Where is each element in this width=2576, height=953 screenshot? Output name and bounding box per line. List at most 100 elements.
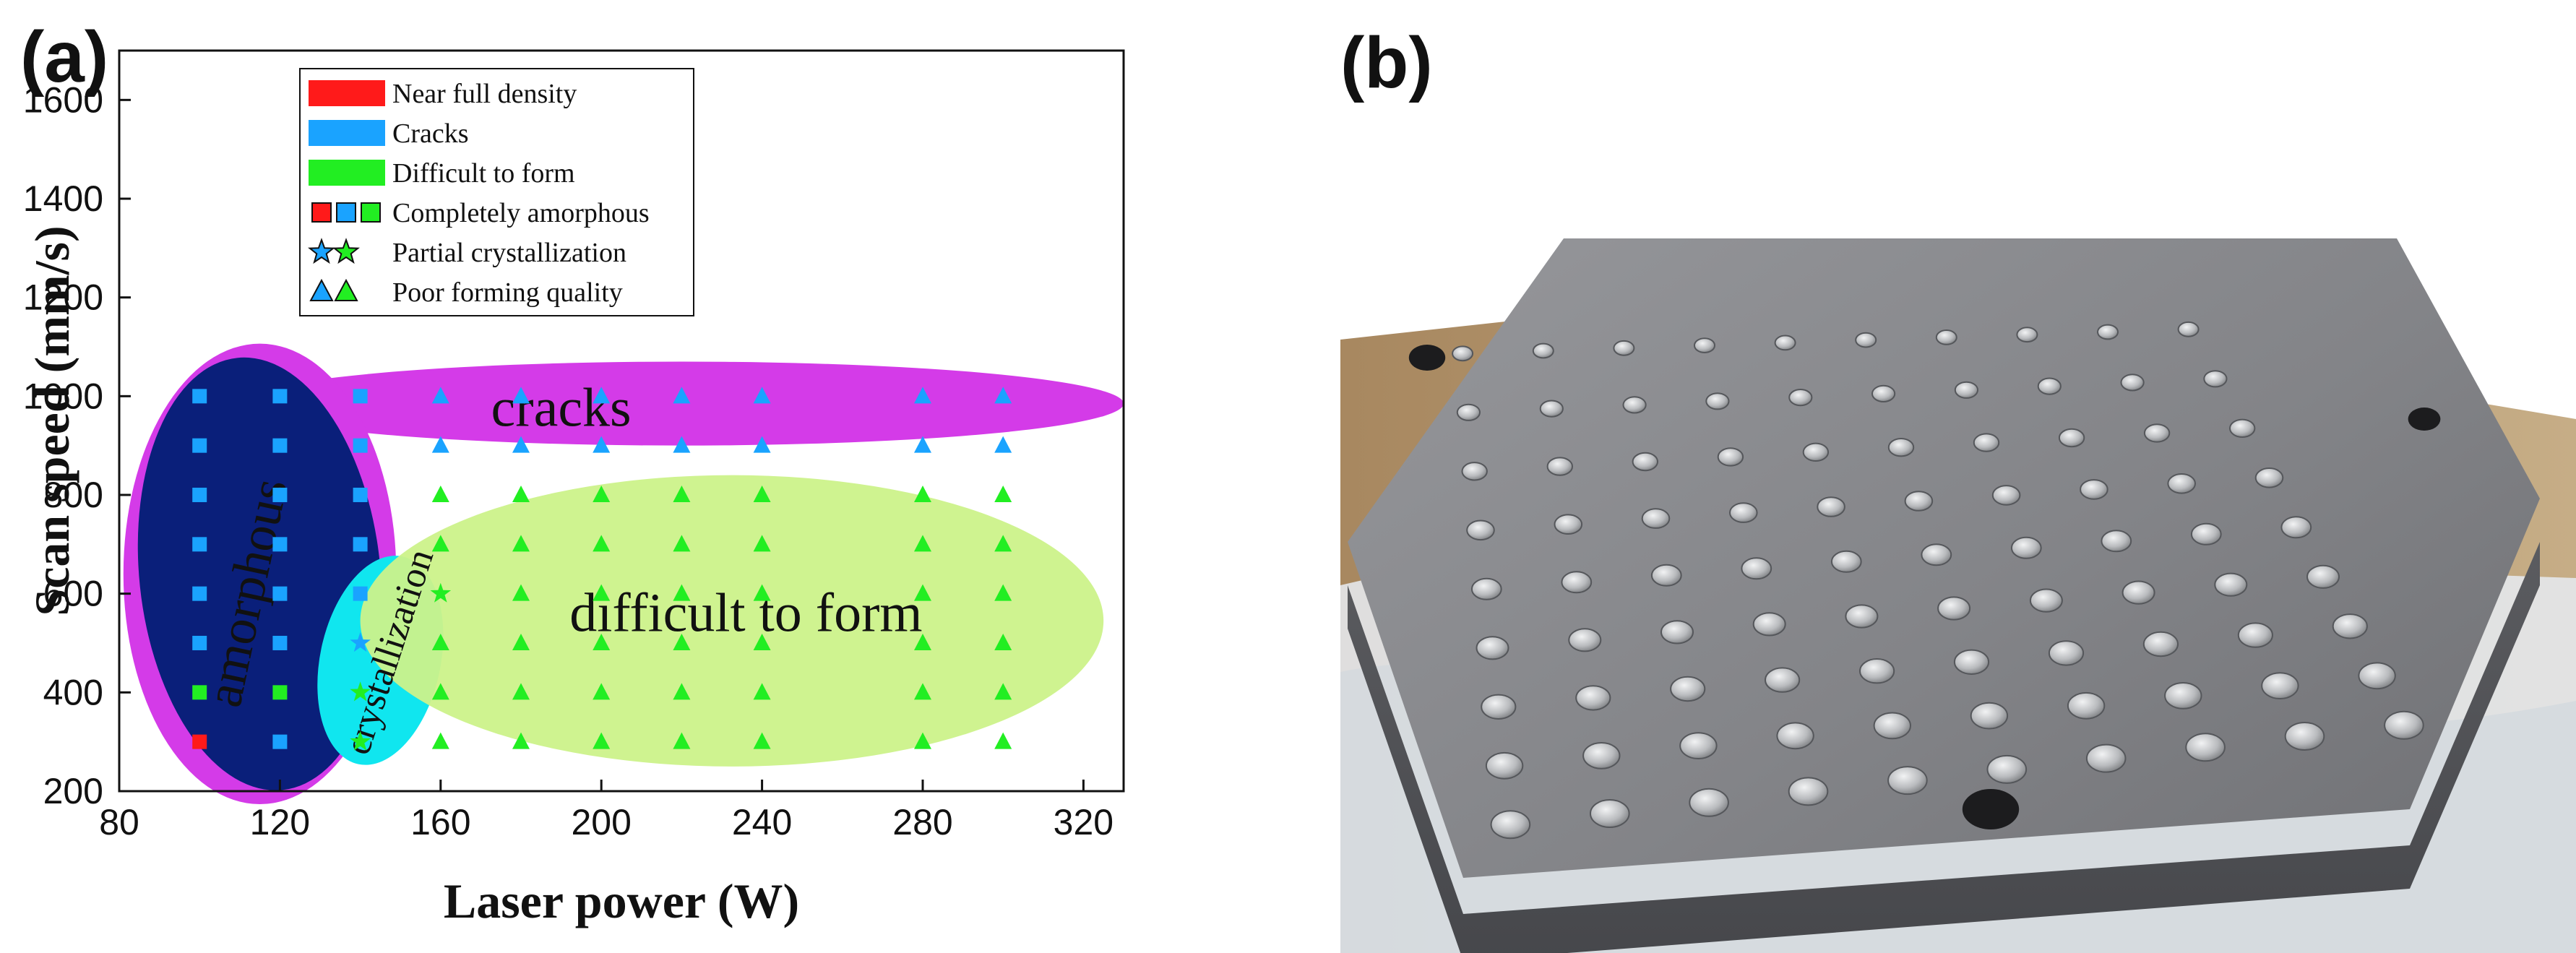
x-tick-label: 320	[1054, 802, 1113, 842]
data-point-square	[192, 685, 207, 700]
sample-disc	[1953, 649, 1990, 675]
data-point-triangle	[431, 436, 449, 453]
sample-disc	[1546, 457, 1573, 476]
sample-disc	[1641, 508, 1671, 529]
data-point-square	[272, 389, 288, 404]
data-point-square	[192, 389, 207, 404]
sample-disc	[1741, 557, 1772, 580]
sample-disc	[1532, 342, 1554, 359]
sample-disc	[1873, 712, 1911, 740]
legend-swatch	[309, 120, 385, 146]
data-point-triangle	[512, 732, 530, 749]
sample-disc	[2029, 588, 2063, 613]
sample-disc	[1904, 491, 1934, 512]
sample-disc	[1485, 751, 1524, 780]
sample-disc	[2048, 640, 2085, 666]
data-point-square	[353, 438, 368, 453]
x-tick-label: 80	[99, 802, 139, 842]
data-point-triangle	[431, 486, 449, 502]
y-tick-label: 1000	[23, 376, 103, 416]
sample-disc	[1845, 604, 1879, 629]
data-point-triangle	[593, 634, 611, 650]
legend: Near full density Cracks Difficult to form…	[299, 68, 694, 316]
data-point-triangle	[673, 436, 691, 453]
y-tick-label: 200	[43, 771, 103, 811]
data-point-triangle	[914, 387, 931, 404]
sample-disc	[1776, 722, 1814, 750]
sample-disc	[1568, 628, 1602, 652]
sample-disc	[2254, 467, 2284, 488]
sample-disc	[1452, 345, 1474, 362]
sample-disc	[1729, 502, 1758, 523]
sample-disc	[2080, 479, 2108, 500]
sample-disc	[1774, 335, 1796, 351]
data-point-triangle	[994, 683, 1012, 700]
plate-hole	[1408, 345, 1446, 371]
y-tick-label: 600	[43, 574, 103, 614]
data-point-triangle	[431, 634, 449, 650]
data-point-triangle	[914, 535, 931, 552]
data-point-triangle	[673, 535, 691, 552]
sample-disc	[2190, 522, 2222, 546]
data-point-triangle	[914, 486, 931, 502]
sample-disc	[1855, 332, 1877, 348]
data-point-triangle	[994, 535, 1012, 552]
region-cracks	[239, 361, 1124, 446]
sample-disc	[1554, 514, 1583, 535]
sample-disc	[2280, 516, 2312, 539]
sample-disc	[1694, 337, 1715, 354]
sample-disc	[1481, 694, 1517, 720]
legend-marker-triangle	[334, 278, 358, 301]
y-axis-title: Scan speed (mm/s)	[25, 225, 79, 616]
data-point-triangle	[512, 436, 530, 453]
data-point-triangle	[593, 732, 611, 749]
sample-disc	[1802, 442, 1830, 462]
sample-disc	[1456, 403, 1481, 421]
data-point-triangle	[753, 683, 771, 700]
region-label-cracks: cracks	[491, 378, 632, 439]
sample-disc	[1830, 550, 1862, 573]
sample-disc	[1871, 384, 1896, 402]
y-tick-label: 1200	[23, 277, 103, 318]
legend-marker-square	[311, 202, 332, 223]
data-point-triangle	[593, 584, 611, 601]
sample-disc	[2085, 743, 2127, 773]
sample-disc	[2120, 374, 2145, 392]
y-tick-label: 1400	[23, 178, 103, 219]
sample-disc	[1887, 766, 1928, 795]
sample-disc	[1859, 658, 1895, 684]
y-tick-label: 1600	[23, 79, 103, 120]
sample-disc	[1991, 485, 2021, 506]
legend-marker-star	[308, 238, 335, 264]
sample-disc	[2097, 324, 2119, 340]
data-point-triangle	[994, 387, 1012, 404]
legend-marker-square	[336, 202, 356, 223]
sample-disc	[2185, 733, 2226, 762]
data-point-square	[272, 636, 288, 650]
sample-disc	[1986, 754, 2028, 784]
data-point-triangle	[994, 436, 1012, 453]
sample-disc	[2284, 722, 2325, 751]
sample-disc	[2332, 613, 2368, 639]
plot-frame	[118, 49, 1125, 793]
data-point-triangle	[753, 387, 771, 404]
data-point-triangle	[673, 634, 691, 650]
legend-label: Partial crystallization	[392, 238, 626, 268]
data-point-triangle	[593, 535, 611, 552]
data-point-triangle	[512, 584, 530, 601]
data-point-triangle	[994, 634, 1012, 650]
sample-disc	[1973, 433, 2000, 452]
y-tick-label: 400	[43, 672, 103, 712]
sample-disc	[2358, 662, 2396, 690]
data-point-square	[272, 438, 288, 453]
data-point-triangle	[994, 732, 1012, 749]
x-tick-label: 200	[571, 802, 631, 842]
sample-disc	[1921, 543, 1952, 566]
legend-label: Poor forming quality	[392, 277, 623, 308]
x-tick-label: 120	[250, 802, 310, 842]
sample-disc	[2143, 423, 2171, 443]
sample-disc	[1650, 564, 1682, 587]
sample-disc	[2121, 580, 2155, 605]
plate-hole	[1962, 789, 2020, 829]
